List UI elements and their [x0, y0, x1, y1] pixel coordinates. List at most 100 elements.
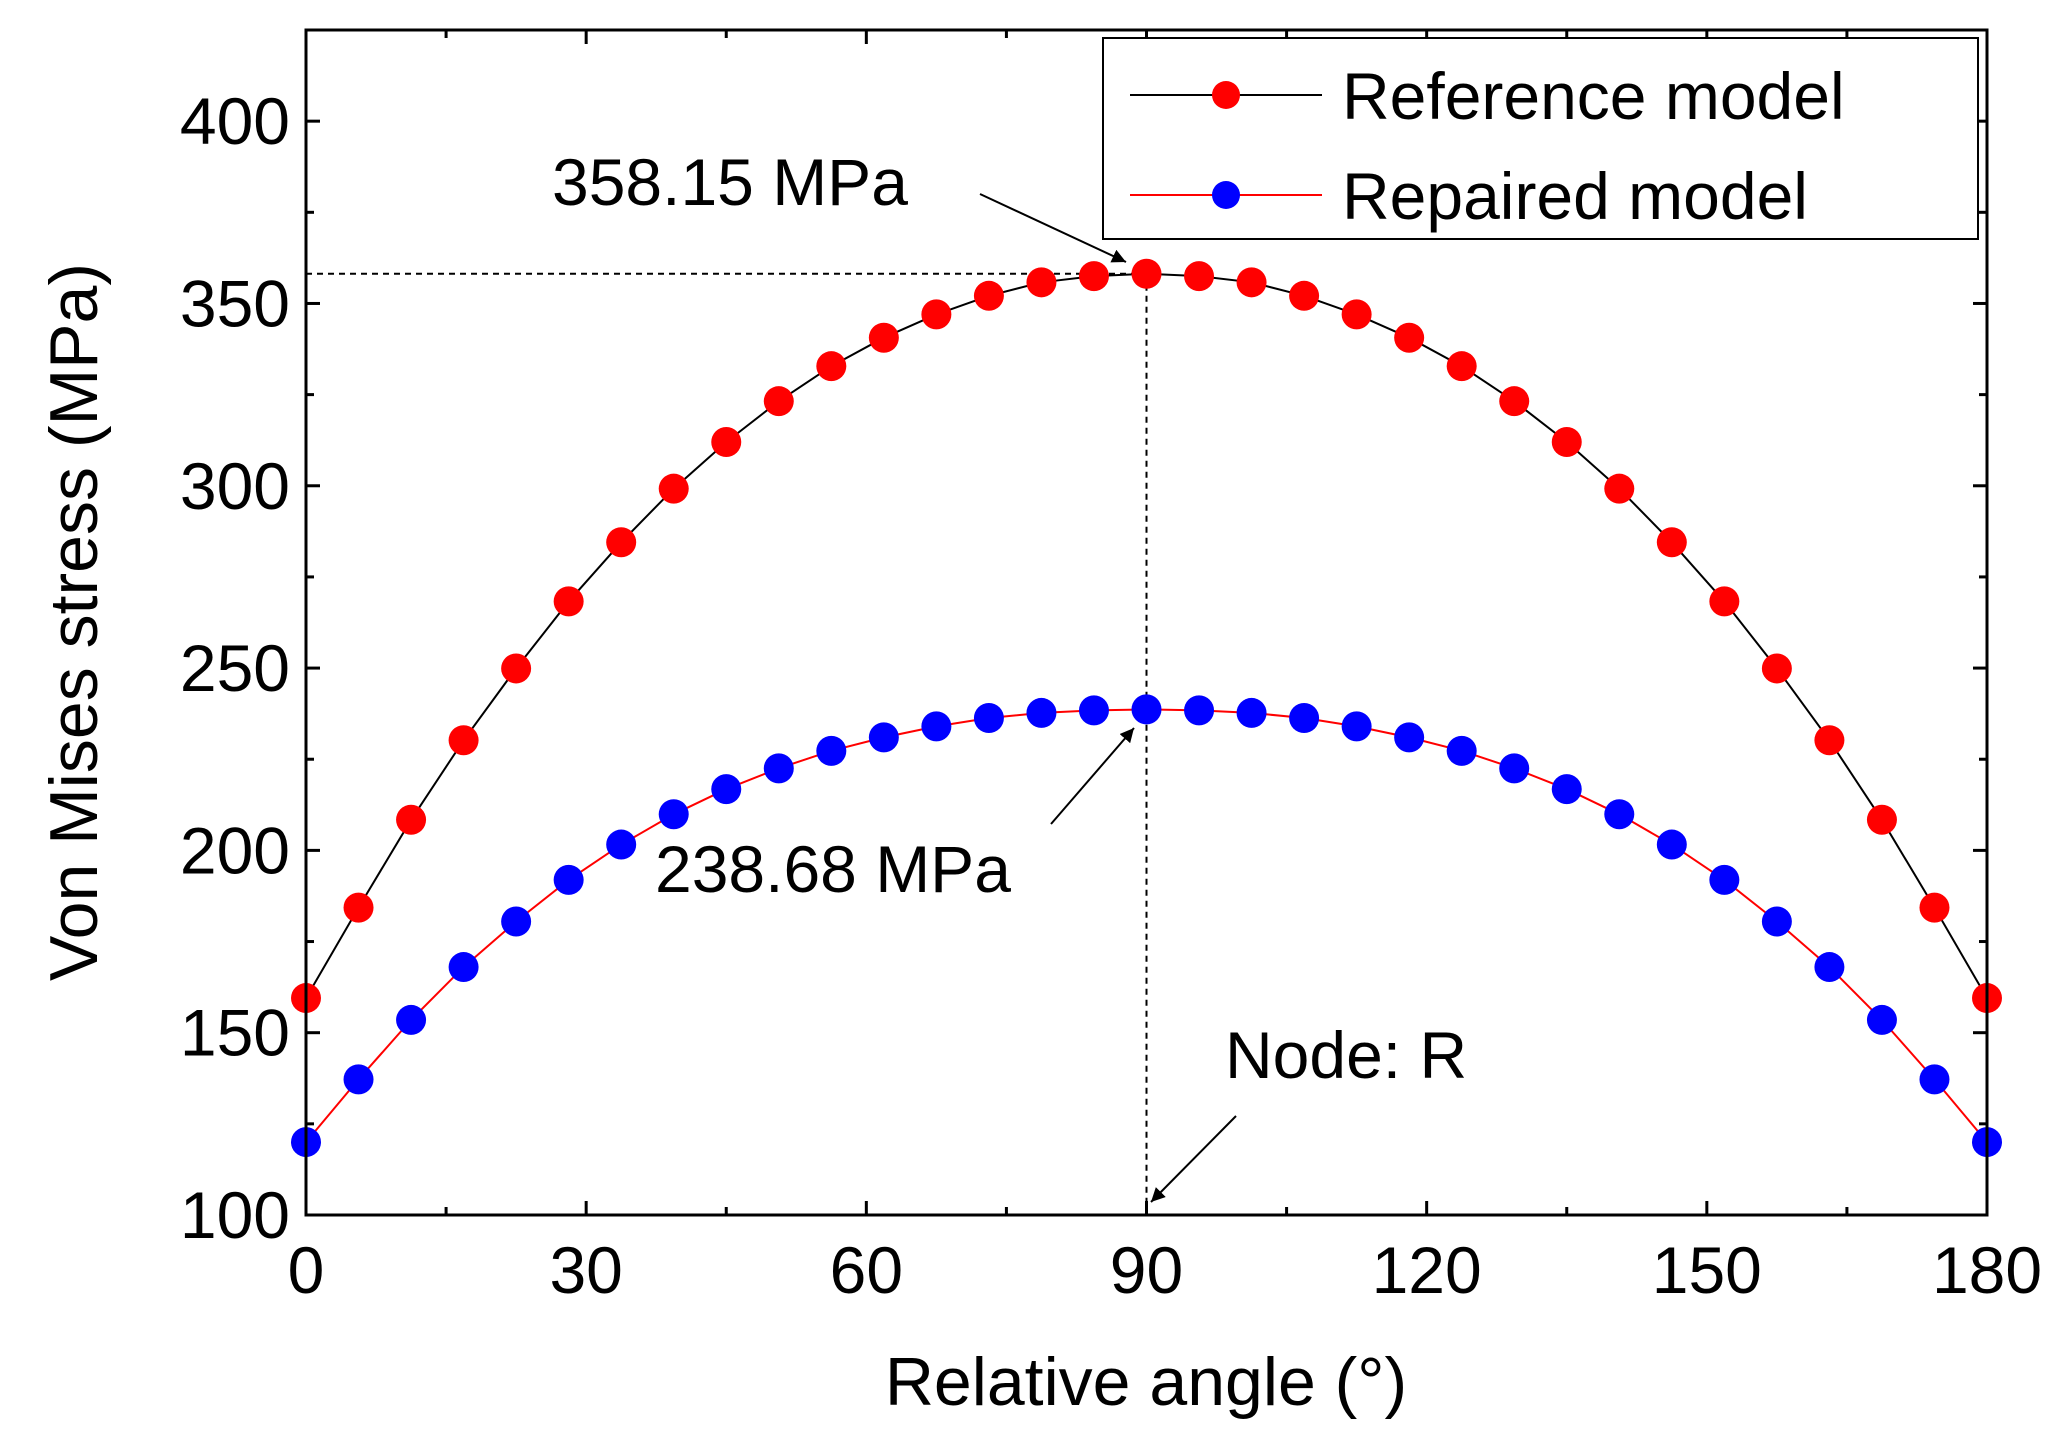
data-point-s0-23	[1499, 386, 1530, 417]
data-point-s0-20	[1341, 299, 1372, 330]
legend-marker-reference	[1212, 81, 1240, 109]
annotation-peak-repaired: 238.68 MPa	[655, 727, 1135, 906]
data-point-s0-21	[1394, 322, 1425, 353]
data-point-s0-3	[448, 725, 479, 756]
data-point-s1-27	[1709, 864, 1740, 895]
y-tick-label: 350	[180, 266, 290, 340]
data-point-s0-12	[921, 299, 952, 330]
x-tick-label: 30	[549, 1233, 622, 1307]
data-point-s1-3	[448, 952, 479, 983]
data-point-s0-16	[1131, 258, 1162, 289]
annotation-arrow-node	[1150, 1115, 1237, 1203]
data-point-s1-1	[343, 1064, 374, 1095]
data-point-s1-21	[1394, 722, 1425, 753]
y-axis-label: Von Mises stress (MPa)	[36, 263, 112, 981]
data-point-s0-6	[606, 527, 637, 558]
x-tick-label: 0	[288, 1233, 325, 1307]
data-point-s1-30	[1866, 1004, 1897, 1035]
data-point-s0-7	[658, 473, 689, 504]
data-point-s0-28	[1761, 653, 1792, 684]
data-point-s0-10	[816, 351, 847, 382]
legend-entry-reference: Reference model	[1130, 59, 1845, 133]
data-point-s0-2	[396, 804, 427, 835]
data-point-s0-13	[973, 280, 1004, 311]
data-point-s0-29	[1814, 725, 1845, 756]
data-point-s1-16	[1131, 694, 1162, 725]
data-point-s0-24	[1551, 427, 1582, 458]
data-point-s1-7	[658, 799, 689, 830]
data-point-s0-25	[1604, 473, 1635, 504]
data-point-s0-26	[1656, 527, 1687, 558]
data-point-s1-19	[1289, 703, 1320, 734]
data-point-s1-26	[1656, 829, 1687, 860]
data-point-s1-25	[1604, 799, 1635, 830]
data-point-s0-17	[1184, 261, 1215, 292]
annotation-label-repaired: 238.68 MPa	[655, 832, 1011, 906]
x-tick-label: 150	[1652, 1233, 1762, 1307]
data-point-s1-13	[973, 703, 1004, 734]
data-point-s1-17	[1184, 695, 1215, 726]
data-point-s0-22	[1446, 351, 1477, 382]
data-point-s0-19	[1289, 280, 1320, 311]
data-point-s1-14	[1026, 697, 1057, 728]
data-point-s1-2	[396, 1004, 427, 1035]
legend: Reference model Repaired model	[1102, 37, 1979, 240]
annotation-node: Node: R	[1150, 1018, 1467, 1203]
x-tick-label: 120	[1372, 1233, 1482, 1307]
data-point-s1-4	[501, 906, 532, 937]
legend-label-repaired: Repaired model	[1342, 159, 1808, 233]
data-point-s0-30	[1866, 804, 1897, 835]
data-point-s1-11	[868, 722, 899, 753]
data-point-s1-18	[1236, 697, 1267, 728]
y-tick-label: 250	[180, 631, 290, 705]
data-point-s1-8	[711, 774, 742, 805]
y-tick-label: 400	[180, 84, 290, 158]
data-point-s0-27	[1709, 586, 1740, 617]
y-tick-label: 200	[180, 813, 290, 887]
data-point-s0-4	[501, 653, 532, 684]
x-tick-label: 60	[830, 1233, 903, 1307]
x-tick-labels: 0 30 60 90 120 150 180	[288, 1233, 2042, 1307]
annotation-peak-reference: 358.15 MPa	[552, 145, 1127, 263]
guide-lines	[306, 272, 1148, 1215]
data-point-s1-5	[553, 864, 584, 895]
data-point-s1-23	[1499, 753, 1530, 784]
annotation-arrow-reference	[979, 193, 1127, 263]
x-tick-label: 90	[1110, 1233, 1183, 1307]
annotation-label-reference: 358.15 MPa	[552, 145, 908, 219]
data-point-s1-24	[1551, 774, 1582, 805]
data-point-s0-9	[763, 386, 794, 417]
annotation-label-node: Node: R	[1225, 1018, 1467, 1092]
data-point-s1-6	[606, 829, 637, 860]
data-point-s1-10	[816, 735, 847, 766]
data-point-s1-12	[921, 711, 952, 742]
x-tick-label: 180	[1932, 1233, 2042, 1307]
y-tick-label: 300	[180, 449, 290, 523]
y-tick-label: 150	[180, 996, 290, 1070]
x-axis-label: Relative angle (°)	[885, 1344, 1407, 1420]
data-point-s1-22	[1446, 735, 1477, 766]
data-point-s0-14	[1026, 267, 1057, 298]
series-markers	[291, 258, 2002, 1158]
y-tick-label: 100	[180, 1178, 290, 1252]
data-point-s0-5	[553, 586, 584, 617]
annotation-arrow-repaired	[1050, 727, 1135, 825]
data-point-s0-31	[1919, 892, 1950, 923]
data-point-s0-1	[343, 892, 374, 923]
axis-ticks	[304, 30, 1989, 1217]
data-point-s0-8	[711, 427, 742, 458]
legend-entry-repaired: Repaired model	[1130, 159, 1808, 233]
data-point-s1-28	[1761, 906, 1792, 937]
y-tick-labels: 100 150 200 250 300 350 400	[180, 84, 290, 1252]
data-point-s0-11	[868, 322, 899, 353]
data-point-s1-15	[1078, 695, 1109, 726]
data-point-s0-15	[1078, 261, 1109, 292]
legend-label-reference: Reference model	[1342, 59, 1845, 133]
data-point-s1-31	[1919, 1064, 1950, 1095]
legend-marker-repaired	[1212, 181, 1240, 209]
data-point-s1-9	[763, 753, 794, 784]
legend-box	[1102, 37, 1979, 240]
data-point-s0-18	[1236, 267, 1267, 298]
data-point-s1-29	[1814, 952, 1845, 983]
